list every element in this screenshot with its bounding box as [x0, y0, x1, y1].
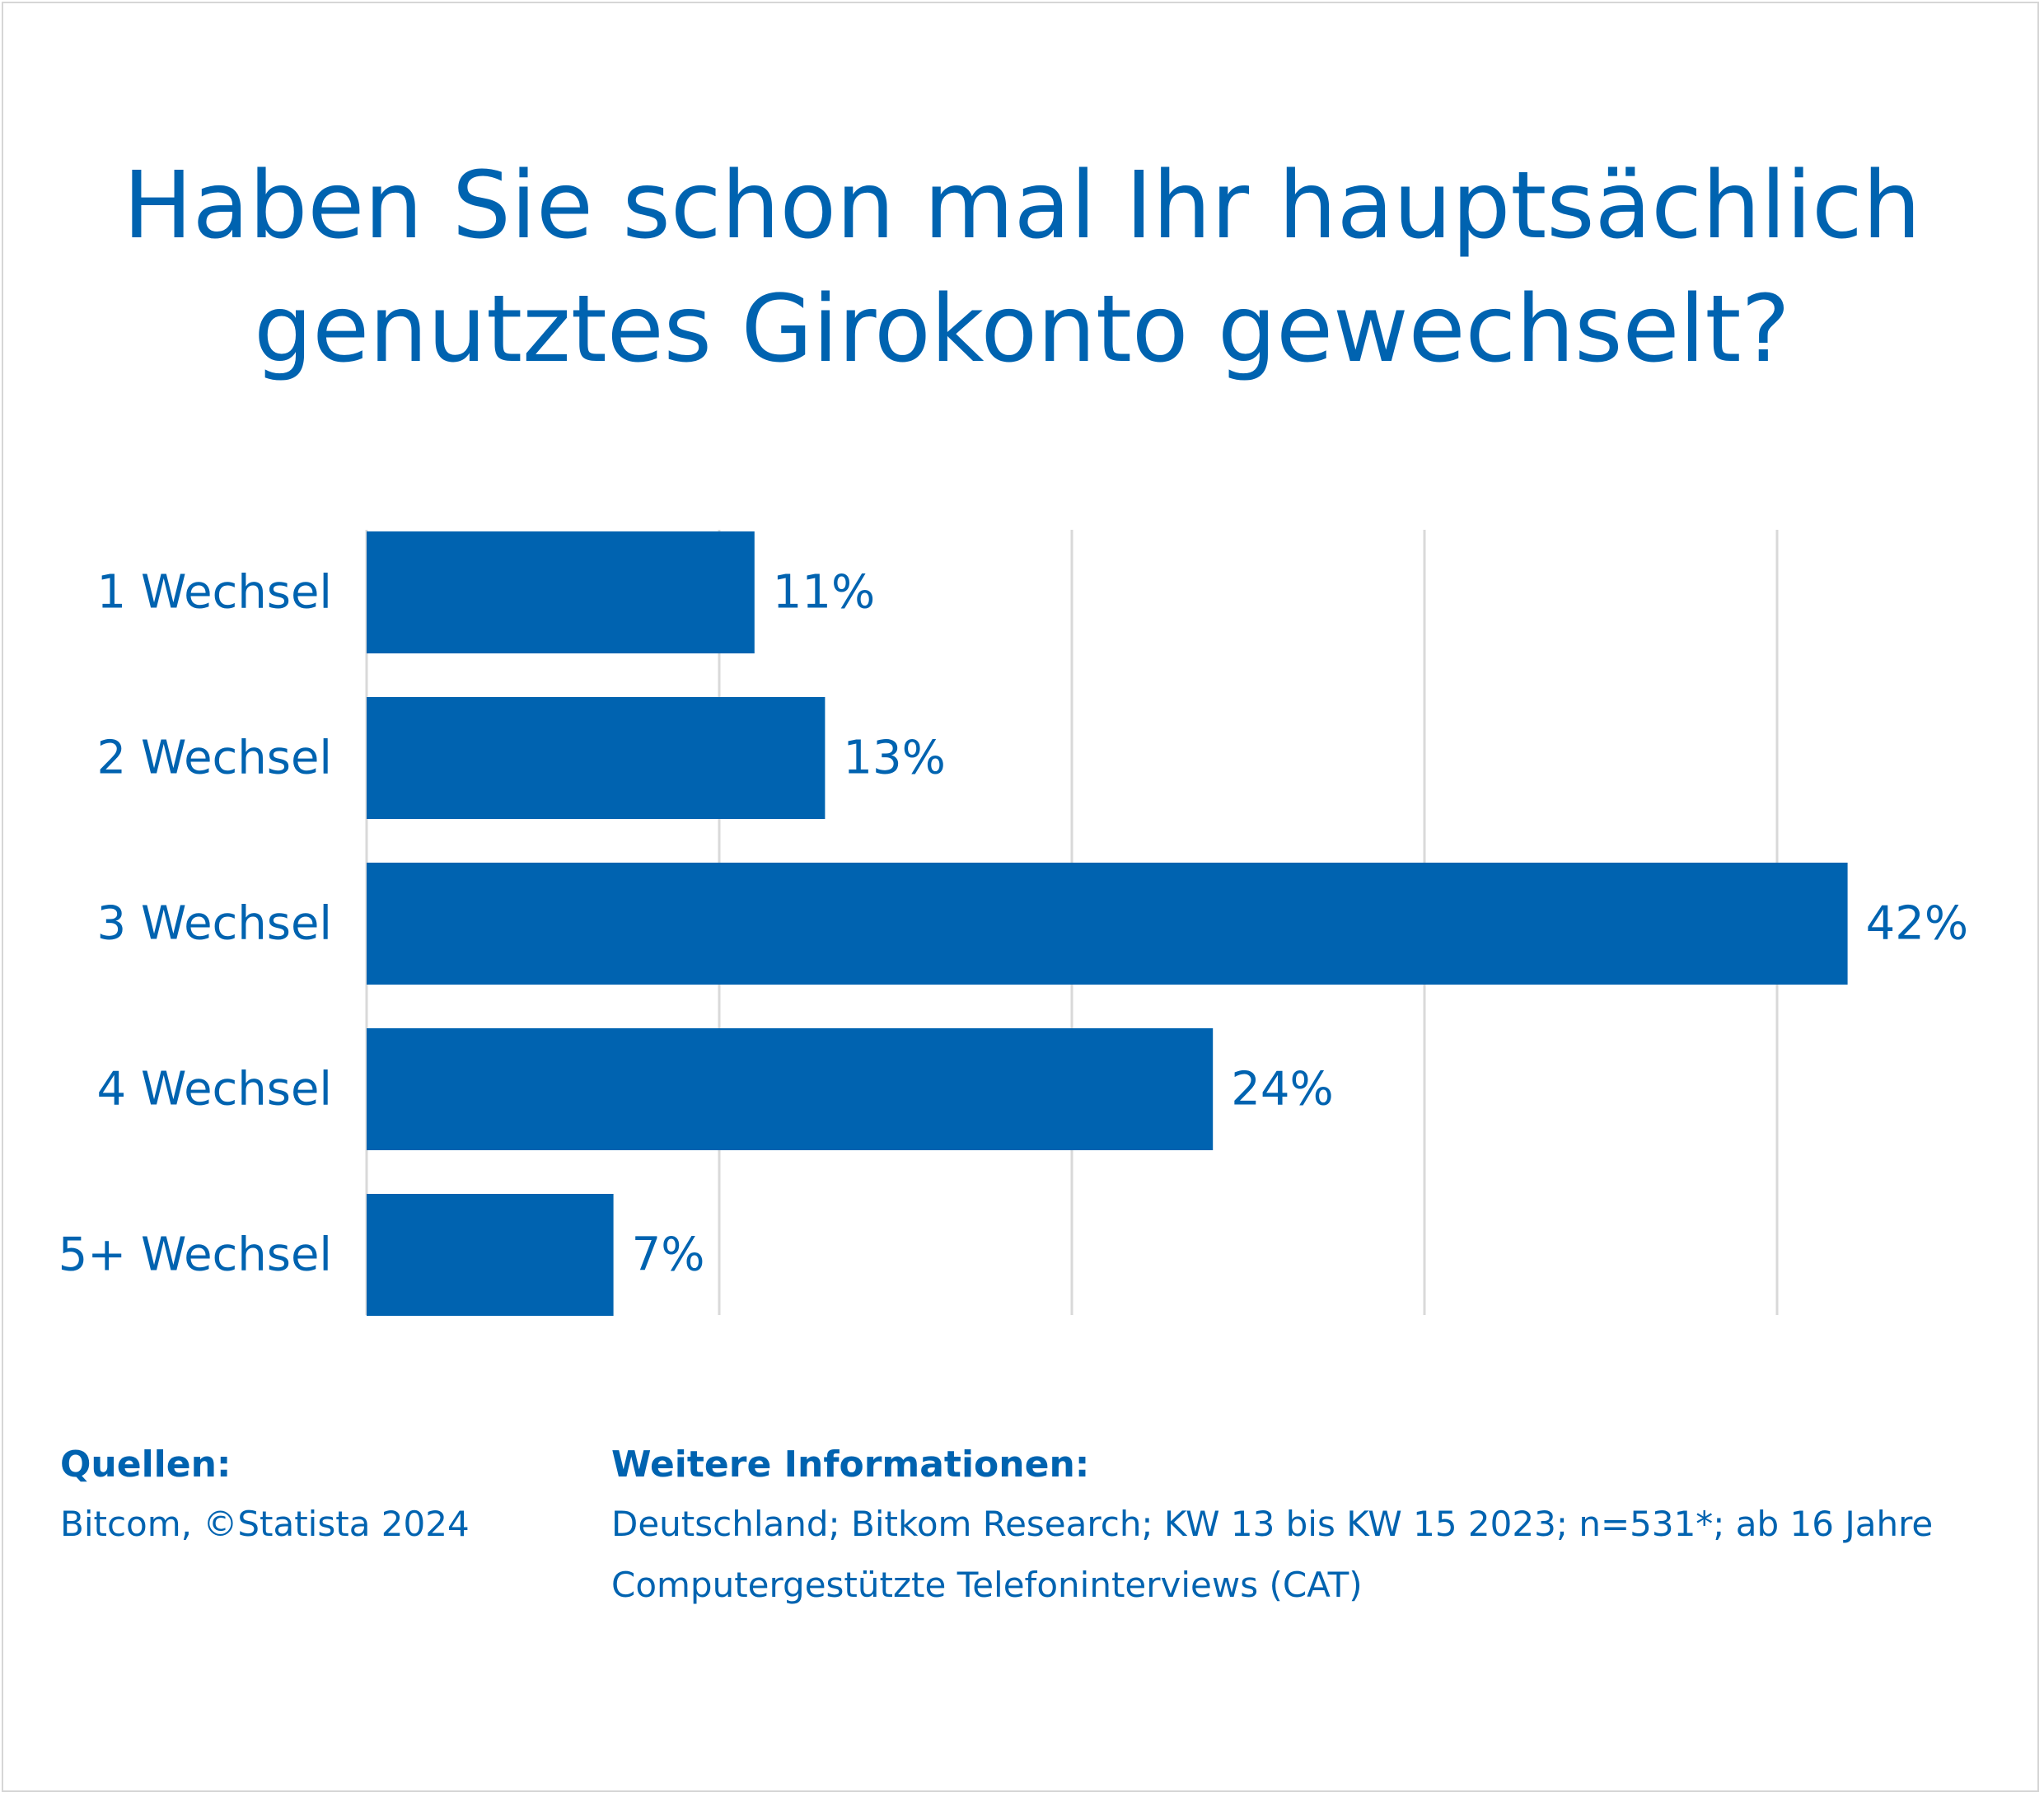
bar-3: [367, 863, 1848, 985]
bar-4: [367, 1028, 1214, 1150]
category-label-2: 2 Wechsel: [97, 732, 332, 785]
sources-heading: Quellen:: [60, 1444, 232, 1486]
data-label-2: 13%: [843, 732, 945, 785]
bar-2: [367, 697, 826, 819]
info-text-line-2: Computergestützte Telefoninterviews (CAT…: [611, 1565, 1363, 1605]
title-line-2: genutztes Girokonto gewechselt?: [254, 276, 1790, 383]
data-label-3: 42%: [1866, 897, 1968, 951]
category-label-5: 5+ Wechsel: [58, 1228, 332, 1282]
info-heading: Weitere Informationen:: [611, 1444, 1090, 1486]
data-label-4: 24%: [1231, 1063, 1333, 1116]
data-label-1: 11%: [773, 566, 875, 620]
category-label-1: 1 Wechsel: [97, 566, 332, 620]
data-label-5: 7%: [632, 1228, 705, 1282]
info-text-line-1: Deutschland; Bitkom Research; KW 13 bis …: [611, 1504, 1934, 1544]
bar-5: [367, 1194, 614, 1316]
title-line-1: Haben Sie schon mal Ihr hauptsächlich: [123, 152, 1921, 260]
sources-text: Bitcom, ©Statista 2024: [60, 1504, 470, 1544]
chart-title: Haben Sie schon mal Ihr hauptsächlich ge…: [0, 144, 2044, 391]
category-label-3: 3 Wechsel: [97, 897, 332, 951]
category-label-4: 4 Wechsel: [97, 1063, 332, 1116]
bar-1: [367, 531, 755, 653]
